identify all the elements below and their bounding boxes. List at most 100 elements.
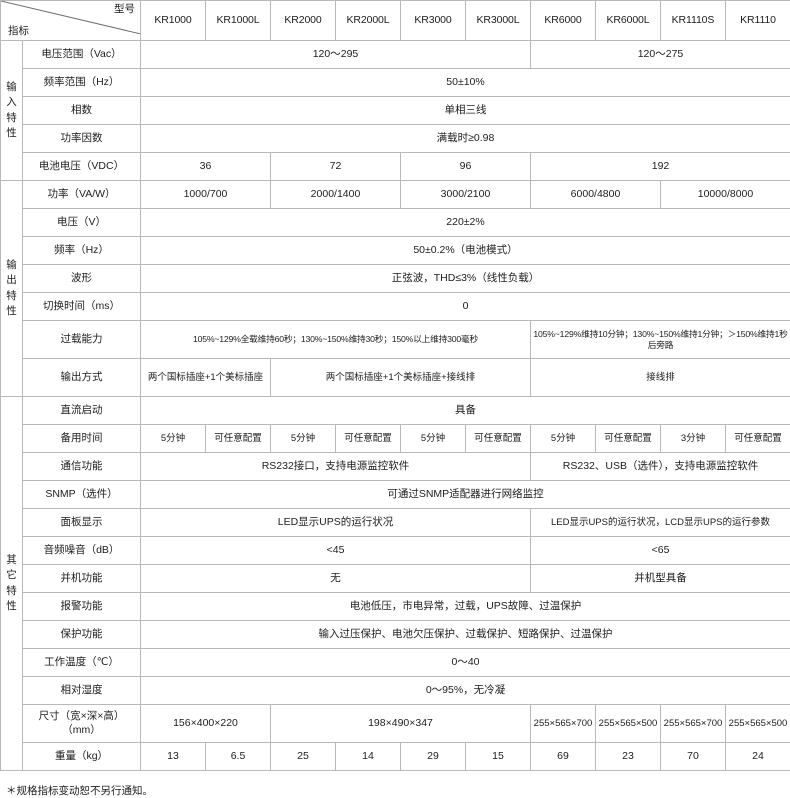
- value-output-type-1: 两个国标插座+1个美标插座: [141, 359, 271, 397]
- value-output-voltage: 220±2%: [141, 209, 790, 237]
- value-transfer-time: 0: [141, 293, 790, 321]
- value-output-type-2: 两个国标插座+1个美标插座+接线排: [271, 359, 531, 397]
- table-row-power-factor: 功率因数 满载时≥0.98: [1, 125, 790, 153]
- param-label-waveform: 波形: [23, 265, 141, 293]
- value-weight-7: 69: [531, 743, 596, 771]
- group-label-other: 其它特性: [1, 397, 23, 771]
- table-row-transfer-time: 切换时间（ms） 0: [1, 293, 790, 321]
- param-label-backup-time: 备用时间: [23, 425, 141, 453]
- param-label-output-voltage: 电压（V）: [23, 209, 141, 237]
- param-label-power-factor: 功率因数: [23, 125, 141, 153]
- value-voltage-range-2: 120～275: [531, 41, 790, 69]
- model-header-kr1000l: KR1000L: [206, 1, 271, 41]
- param-label-voltage-range: 电压范围（Vac）: [23, 41, 141, 69]
- table-row-protection: 保护功能 输入过压保护、电池欠压保护、过载保护、短路保护、过温保护: [1, 621, 790, 649]
- dimensions-label-line2: （mm）: [62, 724, 101, 736]
- table-row-humidity: 相对湿度 0～95%，无冷凝: [1, 677, 790, 705]
- value-dimensions-5: 255×565×700: [661, 705, 726, 743]
- value-protection: 输入过压保护、电池欠压保护、过载保护、短路保护、过温保护: [141, 621, 790, 649]
- value-backup-time-9: 3分钟: [661, 425, 726, 453]
- value-parallel-2: 并机型具备: [531, 565, 790, 593]
- dimensions-label-line1: 尺寸（宽×深×高）: [39, 710, 125, 722]
- group-label-output: 输出特性: [1, 181, 23, 397]
- value-dc-start: 具备: [141, 397, 790, 425]
- value-power-4: 6000/4800: [531, 181, 661, 209]
- model-header-kr3000: KR3000: [401, 1, 466, 41]
- value-backup-time-3: 5分钟: [271, 425, 336, 453]
- value-weight-10: 24: [726, 743, 790, 771]
- value-panel-display-1: LED显示UPS的运行状况: [141, 509, 531, 537]
- table-row-snmp: SNMP（选件） 可通过SNMP适配器进行网络监控: [1, 481, 790, 509]
- value-backup-time-5: 5分钟: [401, 425, 466, 453]
- value-power-1: 1000/700: [141, 181, 271, 209]
- table-row-weight: 重量（kg） 13 6.5 25 14 29 15 69 23 70 24: [1, 743, 790, 771]
- value-weight-3: 25: [271, 743, 336, 771]
- param-label-battery-voltage: 电池电压（VDC）: [23, 153, 141, 181]
- param-label-dimensions: 尺寸（宽×深×高） （mm）: [23, 705, 141, 743]
- param-label-panel-display: 面板显示: [23, 509, 141, 537]
- table-row-voltage-range: 输入特性 电压范围（Vac） 120～295 120～275: [1, 41, 790, 69]
- value-overload-1: 105%~129%全载维持60秒；130%~150%维持30秒；150%以上维持…: [141, 321, 531, 359]
- value-battery-voltage-1: 36: [141, 153, 271, 181]
- model-header-kr1110s: KR1110S: [661, 1, 726, 41]
- value-backup-time-8: 可任意配置: [596, 425, 661, 453]
- group-label-input: 输入特性: [1, 41, 23, 181]
- table-row-alarm: 报警功能 电池低压，市电异常，过载，UPS故障、过温保护: [1, 593, 790, 621]
- table-row-phase: 相数 单相三线: [1, 97, 790, 125]
- value-communication-2: RS232、USB（选件），支持电源监控软件: [531, 453, 790, 481]
- param-label-parallel: 并机功能: [23, 565, 141, 593]
- value-freq-range: 50±10%: [141, 69, 790, 97]
- header-corner-cell: 型号 指标: [1, 1, 141, 41]
- value-voltage-range-1: 120～295: [141, 41, 531, 69]
- table-row-dimensions: 尺寸（宽×深×高） （mm） 156×400×220 198×490×347 2…: [1, 705, 790, 743]
- value-alarm: 电池低压，市电异常，过载，UPS故障、过温保护: [141, 593, 790, 621]
- value-phase: 单相三线: [141, 97, 790, 125]
- value-output-type-3: 接线排: [531, 359, 790, 397]
- value-backup-time-7: 5分钟: [531, 425, 596, 453]
- table-row-operating-temp: 工作温度（℃） 0～40: [1, 649, 790, 677]
- value-audio-noise-2: <65: [531, 537, 790, 565]
- table-header-row: 型号 指标 KR1000 KR1000L KR2000 KR2000L KR30…: [1, 1, 790, 41]
- value-weight-4: 14: [336, 743, 401, 771]
- value-operating-temp: 0～40: [141, 649, 790, 677]
- table-row-panel-display: 面板显示 LED显示UPS的运行状况 LED显示UPS的运行状况，LCD显示UP…: [1, 509, 790, 537]
- model-header-kr6000: KR6000: [531, 1, 596, 41]
- value-weight-5: 29: [401, 743, 466, 771]
- model-header-kr1110: KR1110: [726, 1, 790, 41]
- model-header-kr6000l: KR6000L: [596, 1, 661, 41]
- param-label-output-type: 输出方式: [23, 359, 141, 397]
- value-weight-9: 70: [661, 743, 726, 771]
- value-dimensions-3: 255×565×700: [531, 705, 596, 743]
- value-backup-time-10: 可任意配置: [726, 425, 790, 453]
- table-row-parallel: 并机功能 无 并机型具备: [1, 565, 790, 593]
- value-backup-time-6: 可任意配置: [466, 425, 531, 453]
- footnote-text: ＊规格指标变动恕不另行通知。: [0, 771, 790, 798]
- param-label-audio-noise: 音频噪音（dB）: [23, 537, 141, 565]
- value-weight-6: 15: [466, 743, 531, 771]
- value-waveform: 正弦波，THD≤3%（线性负载）: [141, 265, 790, 293]
- table-row-backup-time: 备用时间 5分钟 可任意配置 5分钟 可任意配置 5分钟 可任意配置 5分钟 可…: [1, 425, 790, 453]
- value-power-5: 10000/8000: [661, 181, 790, 209]
- value-snmp: 可通过SNMP适配器进行网络监控: [141, 481, 790, 509]
- value-overload-2: 105%~129%维持10分钟；130%~150%维持1分钟；＞150%维持1秒…: [531, 321, 790, 359]
- table-row-dc-start: 其它特性 直流启动 具备: [1, 397, 790, 425]
- value-output-frequency: 50±0.2%（电池模式）: [141, 237, 790, 265]
- param-label-snmp: SNMP（选件）: [23, 481, 141, 509]
- ups-specification-table: 型号 指标 KR1000 KR1000L KR2000 KR2000L KR30…: [0, 0, 790, 771]
- table-row-communication: 通信功能 RS232接口，支持电源监控软件 RS232、USB（选件），支持电源…: [1, 453, 790, 481]
- value-battery-voltage-3: 96: [401, 153, 531, 181]
- table-row-power: 输出特性 功率（VA/W） 1000/700 2000/1400 3000/21…: [1, 181, 790, 209]
- value-panel-display-2: LED显示UPS的运行状况，LCD显示UPS的运行参数: [531, 509, 790, 537]
- value-power-2: 2000/1400: [271, 181, 401, 209]
- table-row-output-voltage: 电压（V） 220±2%: [1, 209, 790, 237]
- param-label-alarm: 报警功能: [23, 593, 141, 621]
- value-humidity: 0～95%，无冷凝: [141, 677, 790, 705]
- value-dimensions-4: 255×565×500: [596, 705, 661, 743]
- param-label-freq-range: 频率范围（Hz）: [23, 69, 141, 97]
- model-header-kr3000l: KR3000L: [466, 1, 531, 41]
- value-communication-1: RS232接口，支持电源监控软件: [141, 453, 531, 481]
- table-row-overload: 过载能力 105%~129%全载维持60秒；130%~150%维持30秒；150…: [1, 321, 790, 359]
- value-dimensions-6: 255×565×500: [726, 705, 790, 743]
- value-battery-voltage-4: 192: [531, 153, 790, 181]
- value-power-factor: 满载时≥0.98: [141, 125, 790, 153]
